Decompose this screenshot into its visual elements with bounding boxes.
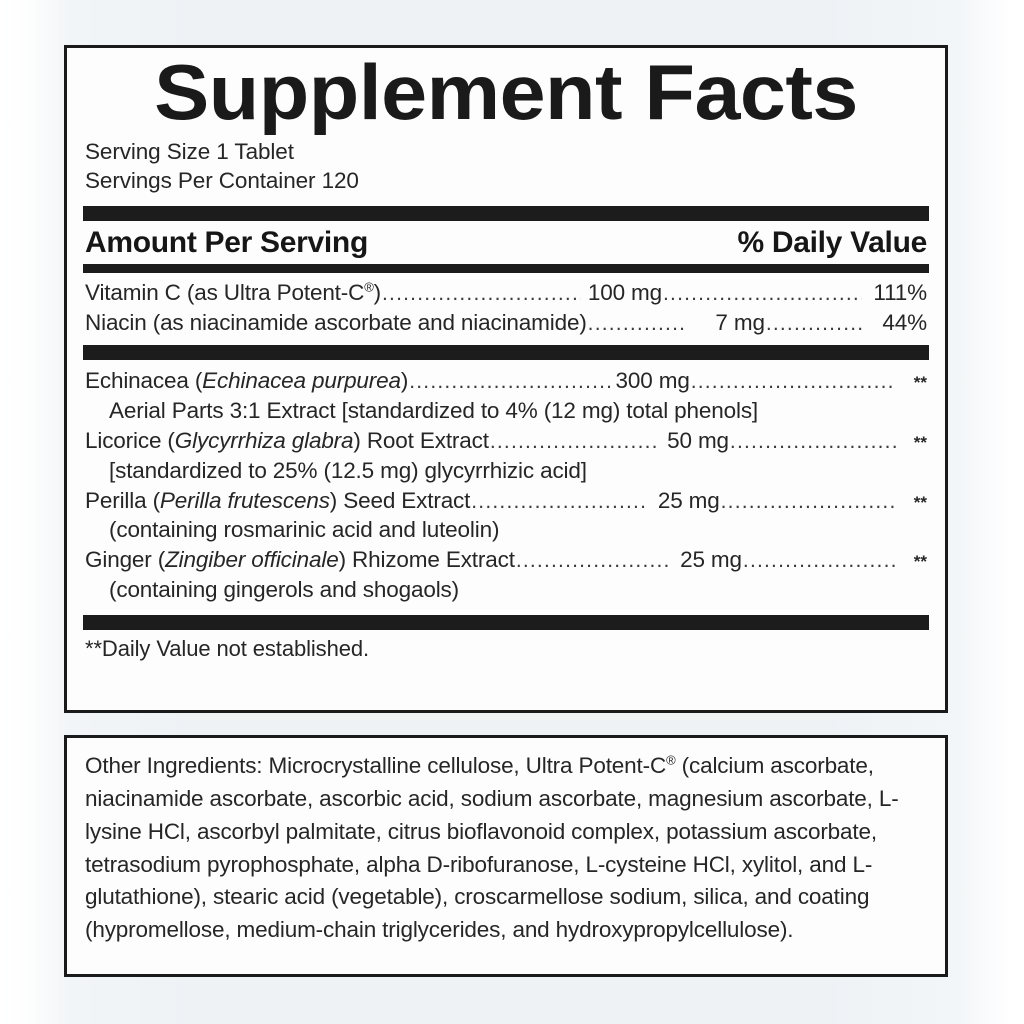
leader-dots	[766, 310, 862, 338]
supplement-facts-panel: Supplement Facts Serving Size 1 Tablet S…	[64, 45, 948, 713]
botanical-latin-name: Zingiber officinale	[165, 547, 339, 573]
nutrient-name-text: Niacin (as niacinamide ascorbate and nia…	[85, 309, 587, 335]
other-ingredients-text: Other Ingredients: Microcrystalline cell…	[85, 750, 927, 947]
botanical-daily-value: **	[913, 492, 927, 512]
botanical-amount: 25 mg	[680, 547, 742, 573]
leader-dots	[721, 488, 896, 516]
botanical-name: Licorice (Glycyrrhiza glabra) Root Extra…	[85, 426, 489, 456]
table-row: Niacin (as niacinamide ascorbate and nia…	[85, 308, 927, 338]
table-row: Ginger (Zingiber officinale) Rhizome Ext…	[85, 545, 927, 575]
rule-below-serving-info	[83, 206, 929, 222]
daily-value-label: % Daily Value	[737, 226, 927, 260]
leader-dots	[516, 547, 669, 575]
botanical-rows: Echinacea (Echinacea purpurea) 300 mg **…	[83, 366, 929, 605]
nutrient-daily-value: 111%	[873, 280, 927, 306]
registered-trademark-icon: ®	[364, 279, 374, 295]
servings-per-container-line: Servings Per Container 120	[85, 168, 359, 194]
botanical-amount: 50 mg	[667, 427, 729, 453]
table-row: Perilla (Perilla frutescens) Seed Extrac…	[85, 486, 927, 516]
nutrient-daily-value: 44%	[882, 309, 927, 335]
other-ingredients-text-after: (calcium ascorbate, niacinamide ascorbat…	[85, 753, 899, 943]
other-ingredients-box: Other Ingredients: Microcrystalline cell…	[64, 735, 948, 977]
rule-below-vitamins	[83, 344, 929, 360]
nutrient-amount: 100 mg	[587, 280, 662, 306]
nutrient-name-suffix: )	[373, 280, 382, 306]
botanical-name: Ginger (Zingiber officinale) Rhizome Ext…	[85, 545, 515, 575]
rule-above-footnote	[83, 615, 929, 631]
nutrient-name: Vitamin C (as Ultra Potent-C®)	[85, 278, 381, 308]
amount-per-serving-header: Amount Per Serving % Daily Value	[83, 228, 929, 258]
botanical-common-name: Licorice (	[85, 427, 175, 453]
rule-below-amount-header	[83, 264, 929, 274]
botanical-sub-line: Aerial Parts 3:1 Extract [standardized t…	[109, 397, 759, 423]
leader-dots	[471, 488, 646, 516]
botanical-amount: 25 mg	[657, 487, 720, 513]
table-row: Echinacea (Echinacea purpurea) 300 mg **	[85, 366, 927, 396]
nutrient-name-text: Vitamin C (as Ultra Potent-C	[85, 280, 365, 306]
leader-dots	[691, 368, 896, 396]
botanical-sub-line: [standardized to 25% (12.5 mg) glycyrrhi…	[109, 457, 587, 483]
amount-per-serving-label: Amount Per Serving	[85, 226, 368, 260]
daily-value-footnote: **Daily Value not established.	[85, 636, 369, 662]
serving-size-line: Serving Size 1 Tablet	[85, 139, 294, 165]
botanical-amount: 300 mg	[615, 367, 690, 393]
botanical-common-name: Ginger (	[85, 547, 166, 573]
other-ingredients-text-before: Other Ingredients: Microcrystalline cell…	[85, 753, 667, 778]
leader-dots	[382, 280, 581, 308]
botanical-name-suffix: )	[400, 367, 409, 393]
botanical-latin-name: Perilla frutescens	[159, 487, 330, 513]
botanical-daily-value: **	[913, 552, 927, 572]
leader-dots	[588, 310, 684, 338]
leader-dots	[409, 368, 614, 396]
botanical-common-name: Perilla (	[85, 487, 160, 513]
botanical-name-suffix: ) Rhizome Extract	[338, 547, 515, 573]
leader-dots	[730, 428, 896, 456]
nutrient-name: Niacin (as niacinamide ascorbate and nia…	[85, 308, 587, 338]
leader-dots	[490, 428, 656, 456]
botanical-name-suffix: ) Root Extract	[353, 427, 489, 453]
leader-dots	[743, 547, 896, 575]
botanical-sub-line: (containing rosmarinic acid and luteolin…	[109, 517, 500, 543]
botanical-common-name: Echinacea (	[85, 367, 203, 393]
botanical-name: Echinacea (Echinacea purpurea)	[85, 366, 408, 396]
botanical-sub-line: (containing gingerols and shogaols)	[109, 577, 459, 603]
botanical-daily-value: **	[913, 432, 927, 452]
botanical-latin-name: Echinacea purpurea	[202, 367, 401, 393]
page-title: Supplement Facts	[154, 48, 858, 136]
nutrient-amount: 7 mg	[715, 309, 765, 335]
table-row: Licorice (Glycyrrhiza glabra) Root Extra…	[85, 426, 927, 456]
leader-dots	[663, 280, 862, 308]
table-row: Vitamin C (as Ultra Potent-C®) 100 mg 11…	[85, 278, 927, 308]
botanical-daily-value: **	[913, 372, 927, 392]
serving-info-block: Serving Size 1 Tablet Servings Per Conta…	[83, 138, 929, 196]
botanical-latin-name: Glycyrrhiza glabra	[174, 427, 354, 453]
registered-trademark-icon: ®	[666, 752, 676, 768]
botanical-name: Perilla (Perilla frutescens) Seed Extrac…	[85, 486, 470, 516]
vitamin-rows: Vitamin C (as Ultra Potent-C®) 100 mg 11…	[83, 278, 929, 338]
botanical-name-suffix: ) Seed Extract	[329, 487, 471, 513]
